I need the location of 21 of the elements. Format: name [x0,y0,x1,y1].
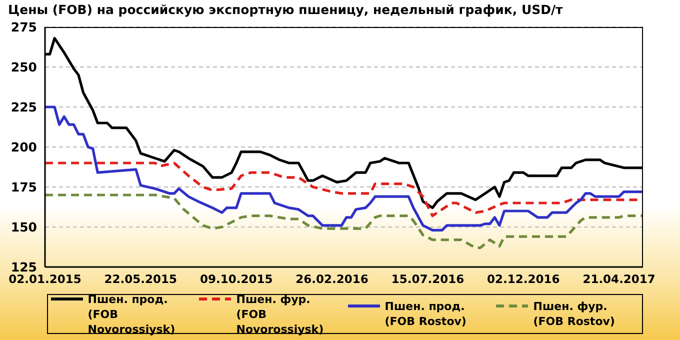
x-tick-label: 22.05.2015 [104,272,178,286]
y-tick-label: 250 [10,59,38,74]
legend-label: Пшен. прод. (FOB Novorossiysk) [88,292,176,336]
line-series [45,194,643,250]
legend-label: Пшен. фур. (FOB Novorossiysk) [236,292,325,336]
y-tick-label: 175 [10,179,37,194]
y-tick-label: 275 [10,19,37,34]
y-tick-label: 225 [10,99,37,114]
x-tick-label: 26.02.2016 [296,272,368,286]
chart-title: Цены (FOB) на российскую экспортную пшеницу, недельный график, USD/т [8,2,563,17]
y-tick-label: 150 [10,219,38,234]
legend-label: Пшен. прод. (FOB Rostov) [384,299,468,329]
y-tick-label: 125 [10,259,37,274]
legend-label: Пшен. фур. (FOB Rostov) [533,299,616,329]
x-tick-label: 21.04.2017 [582,272,656,286]
line-series [45,106,643,232]
x-tick-label: 02.01.2015 [8,272,82,286]
x-tick-label: 02.12.2016 [487,272,560,286]
x-tick-label: 15.07.2016 [391,272,464,286]
x-tick-label: 09.10.2015 [200,272,273,286]
y-tick-label: 200 [10,139,38,154]
